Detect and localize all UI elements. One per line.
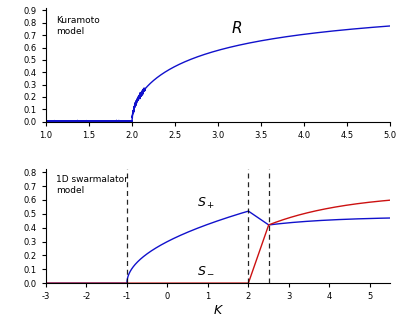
- Text: $S_-$: $S_-$: [197, 263, 215, 276]
- X-axis label: K: K: [214, 304, 222, 317]
- Text: Kuramoto
model: Kuramoto model: [56, 16, 100, 36]
- Text: 1D swarmalator
model: 1D swarmalator model: [56, 175, 128, 195]
- Text: $S_+$: $S_+$: [197, 196, 215, 211]
- Text: R: R: [232, 21, 242, 36]
